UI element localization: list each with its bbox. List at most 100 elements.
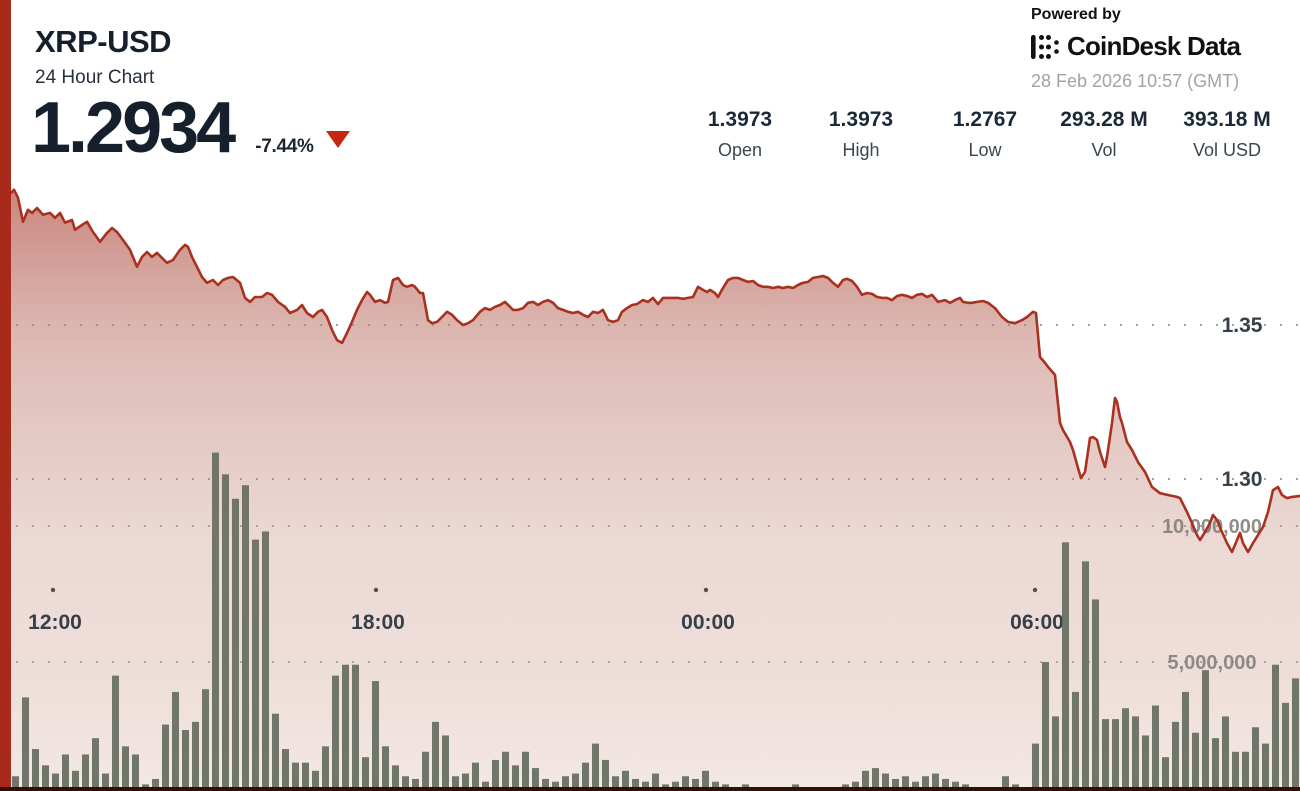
volume-bar xyxy=(122,746,129,791)
volume-bar xyxy=(1112,719,1119,791)
volume-bar xyxy=(672,781,679,791)
price-axis-label: 1.35 xyxy=(1222,314,1263,337)
x-tick-dot xyxy=(373,587,379,593)
branding-block: Powered by CoinDesk Data 28 Feb 2026 10:… xyxy=(1031,6,1291,92)
volume-bar xyxy=(402,776,409,791)
volume-bar xyxy=(22,697,29,791)
volume-bar xyxy=(1202,670,1209,791)
volume-bar xyxy=(382,746,389,791)
volume-bar xyxy=(932,773,939,791)
volume-bar xyxy=(62,754,69,791)
volume-bar xyxy=(582,762,589,791)
volume-bar xyxy=(332,675,339,791)
price-row: 1.2934 -7.44% xyxy=(31,92,350,164)
volume-bar xyxy=(112,675,119,791)
volume-bar xyxy=(342,664,349,791)
time-axis-label: 12:00 xyxy=(28,611,82,634)
volume-bar xyxy=(52,773,59,791)
volume-bar xyxy=(432,721,439,791)
volume-bar xyxy=(1182,691,1189,791)
price-change-percent: -7.44% xyxy=(255,136,314,157)
stat-high: 1.3973 High xyxy=(829,108,893,161)
volume-bar xyxy=(1092,599,1099,791)
volume-bar xyxy=(1142,735,1149,791)
chart-timestamp: 28 Feb 2026 10:57 (GMT) xyxy=(1031,71,1240,91)
volume-bar xyxy=(302,762,309,791)
volume-bar xyxy=(872,768,879,791)
volume-bar xyxy=(1262,743,1269,791)
volume-bar xyxy=(452,776,459,791)
stat-label: Vol USD xyxy=(1192,140,1262,160)
symbol-title: XRP-USD xyxy=(35,24,172,59)
stat-label: Low xyxy=(968,140,1002,160)
coindesk-logo: CoinDesk Data xyxy=(1031,31,1291,62)
volume-bar xyxy=(1212,738,1219,791)
price-line xyxy=(0,182,1300,554)
volume-bar xyxy=(492,759,499,791)
stat-open: 1.3973 Open xyxy=(708,108,772,161)
volume-bar xyxy=(862,770,869,791)
volume-bar xyxy=(952,781,959,791)
volume-bar xyxy=(322,746,329,791)
volume-bar xyxy=(852,781,859,791)
volume-axis-label: 5,000,000 xyxy=(1168,652,1257,674)
volume-bar xyxy=(922,776,929,791)
time-axis-label: 00:00 xyxy=(681,611,735,634)
volume-bar xyxy=(512,765,519,791)
volume-bar xyxy=(592,743,599,791)
volume-bar xyxy=(102,773,109,791)
volume-bar xyxy=(1172,721,1179,791)
powered-by-label: Powered by xyxy=(1031,6,1121,23)
stat-label: Vol xyxy=(1091,140,1117,160)
brand-name: CoinDesk xyxy=(1067,31,1181,61)
volume-bar xyxy=(912,781,919,791)
volume-bar xyxy=(12,776,19,791)
stat-vol-usd: 393.18 M Vol USD xyxy=(1183,108,1271,161)
volume-bar xyxy=(152,778,159,791)
volume-bar xyxy=(562,776,569,791)
volume-bar xyxy=(1242,751,1249,791)
stat-value: 293.28 M xyxy=(1060,108,1148,131)
bottom-border xyxy=(0,787,1300,791)
volume-bar xyxy=(902,776,909,791)
volume-bar xyxy=(182,730,189,791)
x-tick-dot xyxy=(1032,587,1038,593)
volume-bar xyxy=(542,778,549,791)
volume-bar xyxy=(242,485,249,791)
left-accent-bar xyxy=(0,0,11,791)
stat-vol: 293.28 M Vol xyxy=(1060,108,1148,161)
volume-bar xyxy=(612,776,619,791)
volume-bar xyxy=(1062,542,1069,791)
price-area-fill xyxy=(0,183,1300,791)
volume-bar xyxy=(362,757,369,791)
volume-bar xyxy=(392,765,399,791)
coindesk-dots-icon xyxy=(1031,34,1059,59)
volume-bar xyxy=(282,749,289,791)
volume-bar xyxy=(1272,664,1279,791)
header: XRP-USD 24 Hour Chart xyxy=(35,24,172,89)
volume-bar xyxy=(602,759,609,791)
volume-bar xyxy=(1082,561,1089,791)
volume-bar xyxy=(222,474,229,791)
volume-bar xyxy=(682,776,689,791)
volume-bar xyxy=(1292,678,1299,791)
volume-bar xyxy=(572,773,579,791)
volume-bar xyxy=(1032,743,1039,791)
stat-label: High xyxy=(842,140,880,160)
volume-bar xyxy=(1222,716,1229,791)
volume-bar xyxy=(1232,751,1239,791)
volume-bar xyxy=(1002,776,1009,791)
volume-bar xyxy=(42,765,49,791)
x-tick-dot xyxy=(703,587,709,593)
volume-bar xyxy=(462,773,469,791)
volume-bar xyxy=(882,773,889,791)
volume-bar xyxy=(292,762,299,791)
volume-bar xyxy=(262,531,269,791)
volume-bar xyxy=(1042,662,1049,791)
x-tick-dot xyxy=(50,587,56,593)
volume-bar xyxy=(472,762,479,791)
volume-bar xyxy=(622,770,629,791)
brand-suffix: Data xyxy=(1186,31,1241,61)
